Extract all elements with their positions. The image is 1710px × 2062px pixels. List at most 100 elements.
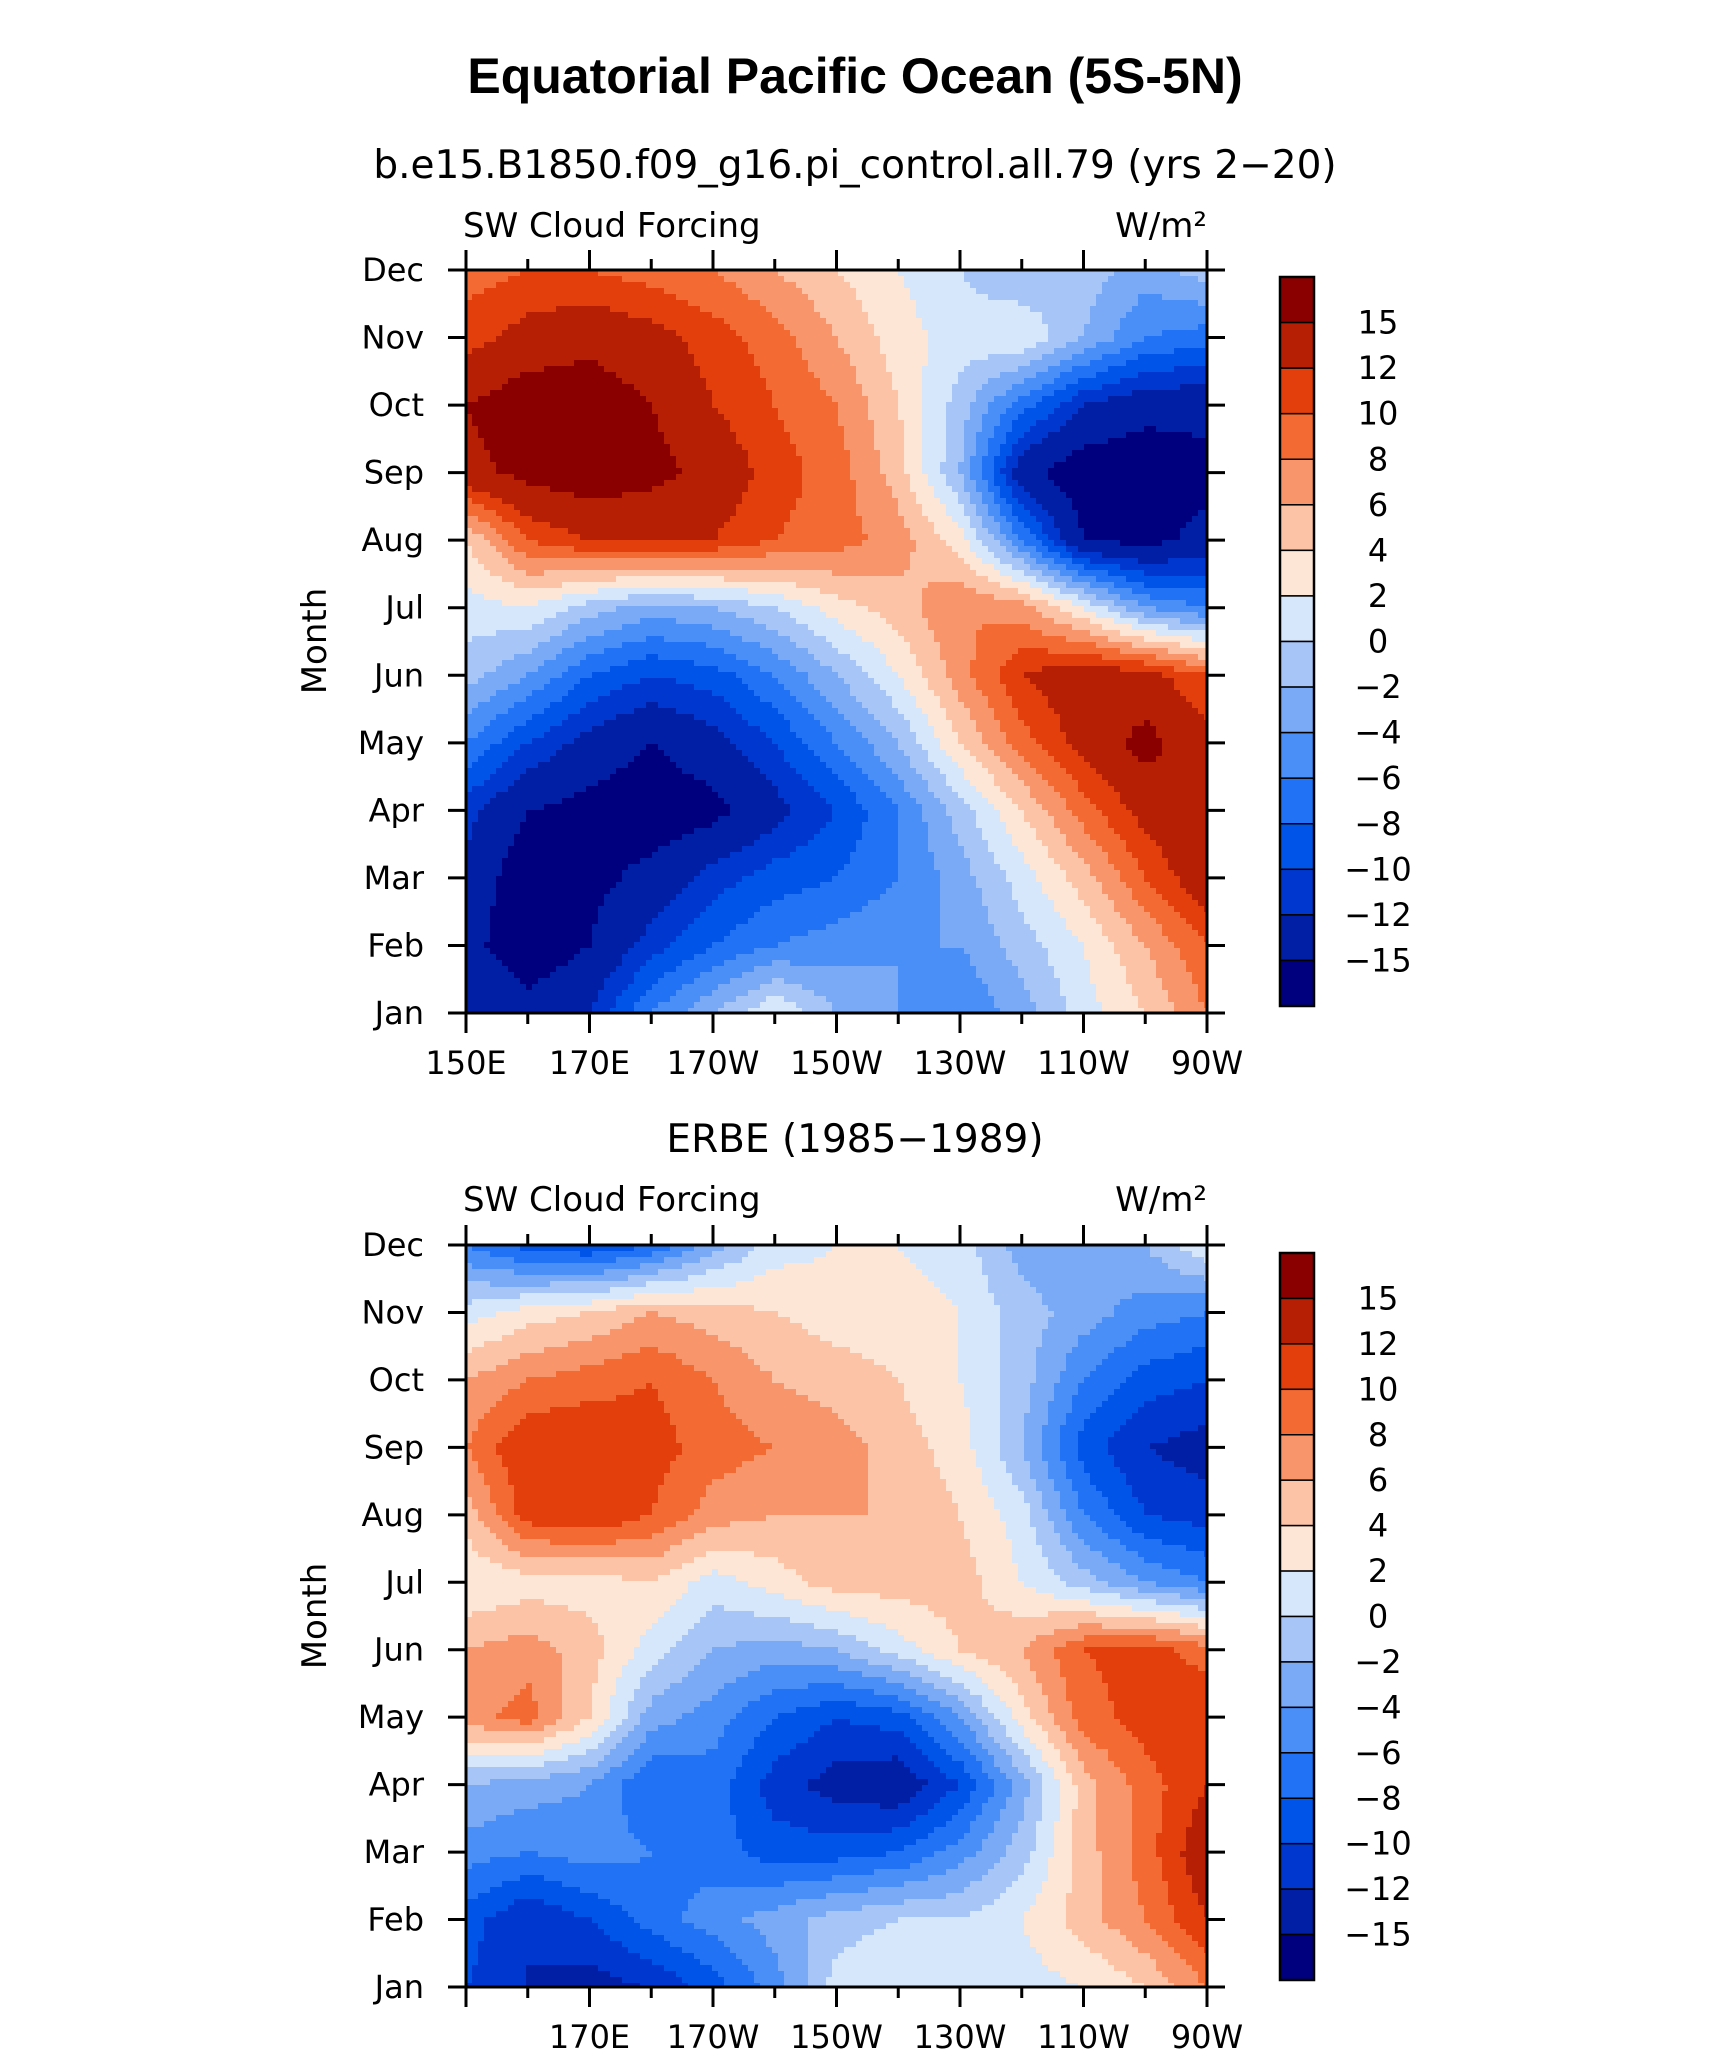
contour-cell (904, 402, 911, 409)
contour-cell (946, 426, 953, 433)
contour-cell (682, 450, 689, 457)
contour-cell (1018, 462, 1025, 469)
contour-cell (640, 354, 647, 361)
contour-cell (742, 282, 749, 289)
contour-cell (616, 402, 623, 409)
contour-cell (724, 432, 731, 439)
contour-cell (766, 426, 773, 433)
contour-cell (952, 390, 959, 397)
contour-cell (796, 486, 803, 493)
contour-cell (502, 504, 509, 511)
contour-cell (784, 450, 791, 457)
contour-cell (1168, 426, 1175, 433)
contour-cell (1162, 336, 1169, 343)
contour-cell (736, 336, 743, 343)
contour-cell (652, 306, 659, 313)
contour-cell (874, 282, 881, 289)
contour-cell (526, 456, 533, 463)
contour-cell (1174, 462, 1181, 469)
contour-cell (1108, 492, 1115, 499)
contour-cell (1084, 504, 1091, 511)
contour-cell (772, 342, 779, 349)
contour-cell (676, 492, 683, 499)
contour-cell (724, 390, 731, 397)
contour-cell (814, 318, 821, 325)
contour-cell (940, 348, 947, 355)
contour-cell (796, 348, 803, 355)
contour-cell (862, 480, 869, 487)
contour-cell (1180, 288, 1187, 295)
contour-cell (988, 312, 995, 319)
contour-cell (490, 342, 497, 349)
contour-cell (592, 510, 599, 517)
contour-cell (952, 468, 959, 475)
contour-cell (1066, 432, 1073, 439)
contour-cell (880, 402, 887, 409)
contour-cell (826, 288, 833, 295)
contour-cell (850, 366, 857, 373)
contour-cell (922, 498, 929, 505)
contour-cell (742, 366, 749, 373)
contour-cell (1084, 420, 1091, 427)
contour-cell (916, 396, 923, 403)
contour-cell (874, 378, 881, 385)
contour-cell (784, 324, 791, 331)
contour-cell (850, 288, 857, 295)
contour-cell (766, 486, 773, 493)
contour-cell (556, 384, 563, 391)
contour-cell (928, 378, 935, 385)
contour-cell (898, 300, 905, 307)
contour-cell (940, 336, 947, 343)
contour-cell (874, 300, 881, 307)
contour-cell (706, 360, 713, 367)
contour-cell (1030, 372, 1037, 379)
contour-cell (790, 408, 797, 415)
contour-cell (838, 420, 845, 427)
contour-cell (844, 468, 851, 475)
contour-cell (1054, 372, 1061, 379)
contour-cell (970, 474, 977, 481)
contour-cell (1000, 420, 1007, 427)
contour-cell (550, 450, 557, 457)
contour-cell (844, 342, 851, 349)
contour-cell (1174, 384, 1181, 391)
contour-cell (490, 384, 497, 391)
contour-cell (712, 336, 719, 343)
contour-cell (850, 504, 857, 511)
contour-cell (802, 474, 809, 481)
contour-cell (640, 414, 647, 421)
contour-cell (628, 480, 635, 487)
contour-cell (934, 348, 941, 355)
contour-cell (1066, 444, 1073, 451)
contour-cell (934, 390, 941, 397)
contour-cell (1036, 294, 1043, 301)
contour-cell (784, 354, 791, 361)
contour-cell (1162, 384, 1169, 391)
contour-cell (1084, 402, 1091, 409)
contour-cell (508, 486, 515, 493)
contour-cell (922, 318, 929, 325)
contour-cell (874, 330, 881, 337)
contour-cell (484, 426, 491, 433)
contour-cell (718, 372, 725, 379)
contour-cell (1120, 384, 1127, 391)
contour-cell (988, 462, 995, 469)
contour-cell (1060, 462, 1067, 469)
contour-cell (778, 378, 785, 385)
contour-cell (730, 372, 737, 379)
contour-cell (1000, 318, 1007, 325)
contour-cell (934, 504, 941, 511)
contour-cell (730, 294, 737, 301)
contour-cell (538, 330, 545, 337)
contour-cell (754, 288, 761, 295)
contour-cell (832, 348, 839, 355)
contour-cell (736, 366, 743, 373)
contour-cell (1006, 348, 1013, 355)
contour-cell (952, 420, 959, 427)
contour-cell (880, 324, 887, 331)
contour-cell (1138, 462, 1145, 469)
contour-cell (1120, 372, 1127, 379)
contour-cell (964, 462, 971, 469)
contour-cell (988, 354, 995, 361)
contour-cell (1132, 342, 1139, 349)
